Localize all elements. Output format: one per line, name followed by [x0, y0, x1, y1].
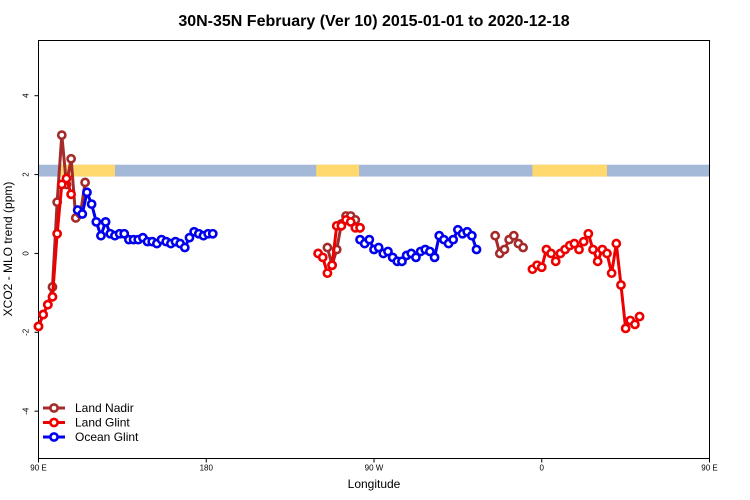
x-tick-label-3: 0 — [540, 464, 545, 473]
series-1-point — [355, 222, 365, 233]
series-2-point — [411, 252, 421, 263]
y-tick-label-0: -4 — [22, 407, 31, 415]
series-1-point — [33, 321, 44, 332]
series-2-point — [179, 242, 190, 253]
series-2-point — [373, 242, 384, 253]
series-2-point — [96, 230, 106, 241]
y-tick-label-2: 0 — [22, 251, 31, 256]
series-1-point — [66, 189, 77, 200]
series-0-line-0 — [37, 133, 87, 327]
series-1-point — [611, 238, 622, 249]
series-0-point — [518, 242, 529, 253]
series-2-point — [119, 228, 130, 239]
series-0-point — [508, 230, 519, 241]
series-2-point — [86, 199, 97, 210]
x-tick-label-1: 180 — [200, 464, 214, 473]
x-axis: 90 E 180 90 W 0 90 E — [30, 458, 718, 473]
legend-marker-1 — [49, 417, 59, 428]
series-1-point — [583, 228, 594, 239]
series-0-point — [66, 153, 77, 164]
series-2-point — [207, 228, 218, 239]
series-2-point — [429, 252, 440, 263]
legend-marker-2 — [49, 432, 59, 442]
series-1-point — [327, 260, 337, 271]
series-1-point — [322, 268, 333, 279]
y-axis: -4 -2 0 2 4 — [22, 93, 39, 415]
series-1 — [33, 173, 645, 334]
series-1-point — [578, 236, 589, 247]
series-0-point — [80, 177, 90, 188]
series-1-point — [592, 256, 603, 267]
series-0-point — [322, 242, 333, 253]
series-1-point — [550, 256, 561, 267]
series-1-point — [61, 173, 72, 184]
series-2-point — [383, 246, 393, 257]
series-0-point — [490, 230, 501, 241]
series-1-point — [606, 268, 617, 279]
series-1-point — [42, 299, 53, 310]
chart-title: 30N-35N February (Ver 10) 2015-01-01 to … — [178, 13, 569, 30]
series-1-point — [574, 244, 584, 255]
series-2-point — [425, 246, 435, 257]
series-2-point — [77, 209, 88, 219]
series-1-point — [588, 244, 598, 255]
series-1-point — [38, 309, 49, 320]
series-1-point — [536, 262, 547, 273]
series-2-point — [397, 256, 407, 267]
series-2-point — [364, 234, 375, 245]
x-tick-label-0: 90 E — [30, 464, 46, 473]
series-1-point — [602, 248, 612, 259]
series-2-point — [184, 232, 195, 243]
series-2-point — [100, 216, 111, 227]
series-2-point — [471, 244, 482, 255]
series-1-point — [52, 228, 63, 239]
series-1-point — [620, 323, 631, 334]
series-0-point — [56, 130, 67, 141]
series-1-point — [616, 280, 626, 290]
ocean-band — [38, 164, 710, 177]
legend-marker-0 — [49, 403, 59, 413]
legend-label-2: Ocean Glint — [75, 430, 139, 444]
series-1-point — [630, 319, 640, 330]
series-2-point — [466, 230, 477, 241]
series-0-point — [499, 244, 510, 255]
series-1-point — [546, 248, 556, 259]
x-tick-label-2: 90 W — [365, 464, 384, 473]
y-tick-label-1: -2 — [22, 328, 31, 336]
series-1-point — [336, 220, 347, 231]
series-2-point — [448, 234, 459, 245]
legend-label-0: Land Nadir — [75, 401, 134, 415]
series-1-point — [345, 216, 356, 227]
series-1-point — [47, 291, 58, 302]
series-1-point — [634, 311, 645, 322]
x-axis-label: Longitude — [348, 477, 401, 491]
y-tick-label-3: 2 — [22, 172, 31, 177]
land-band-0 — [59, 164, 115, 177]
series-1-point — [56, 179, 67, 190]
y-tick-label-4: 4 — [22, 93, 31, 98]
land-band-2 — [532, 164, 607, 177]
series-1-point — [317, 252, 328, 263]
series-1-point — [569, 238, 580, 249]
y-axis-label: XCO2 - MLO trend (ppm) — [1, 182, 15, 317]
series-2 — [72, 187, 482, 267]
series-layer — [33, 130, 645, 334]
x-tick-label-4: 90 E — [701, 464, 717, 473]
legend-label-1: Land Glint — [75, 416, 130, 430]
series-2-point — [82, 187, 92, 198]
series-2-point — [91, 216, 102, 227]
land-band-1 — [316, 164, 360, 177]
land-ocean-strip — [38, 164, 710, 177]
